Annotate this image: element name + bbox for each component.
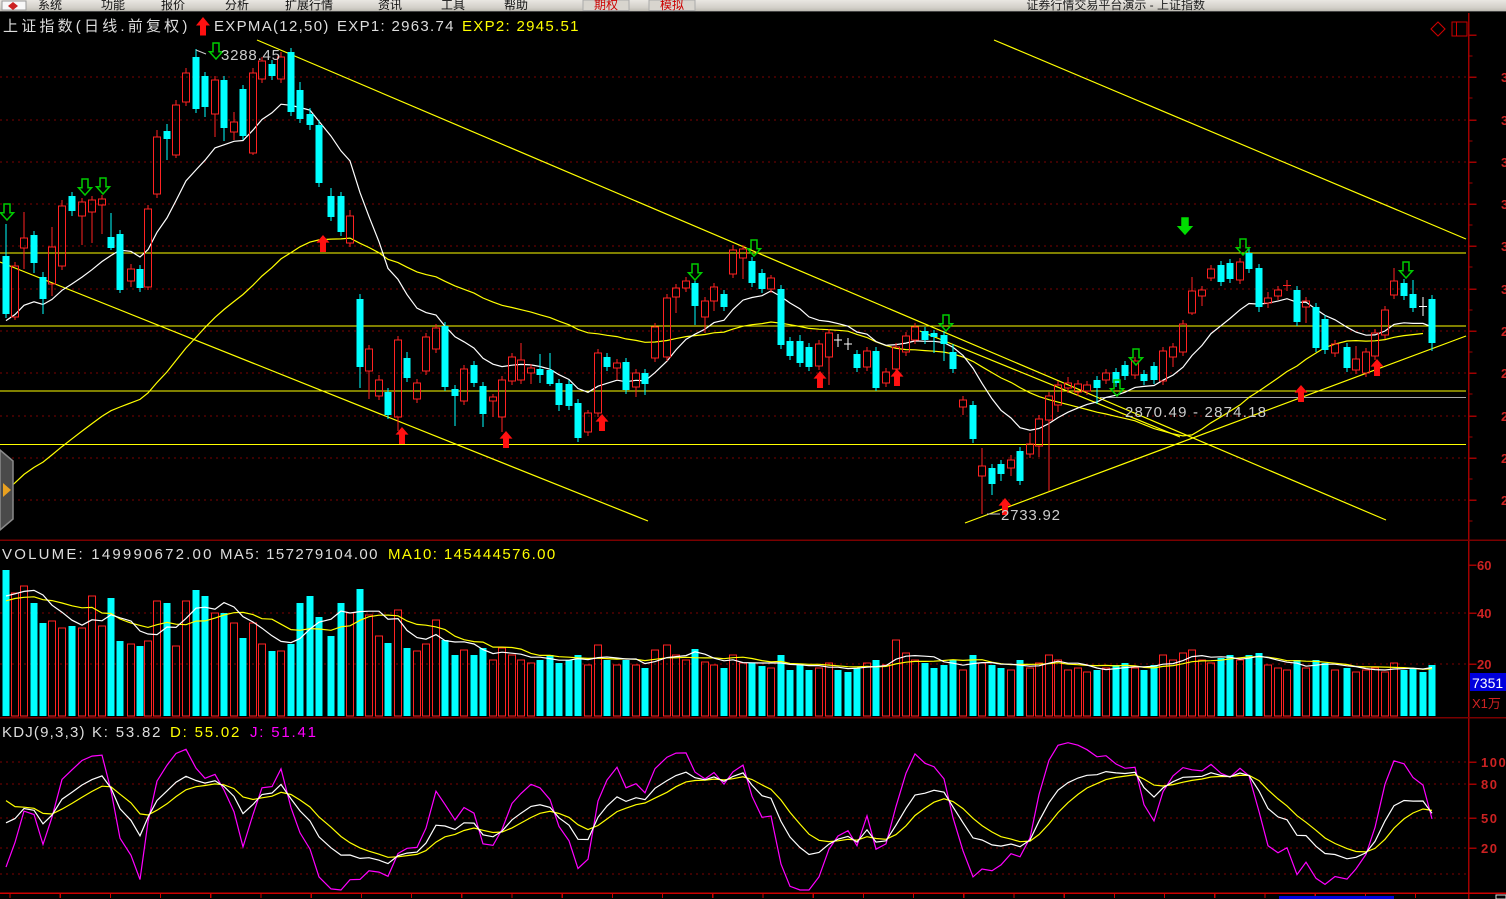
svg-text:系统: 系统: [38, 0, 62, 12]
svg-text:报价: 报价: [161, 0, 185, 12]
svg-text:2: 2: [1501, 366, 1506, 381]
svg-text:100: 100: [1481, 755, 1506, 770]
svg-text:KDJ(9,3,3): KDJ(9,3,3): [2, 724, 86, 741]
svg-text:EXPMA(12,50): EXPMA(12,50): [214, 18, 330, 35]
svg-text:K: 53.82: K: 53.82: [92, 724, 162, 741]
svg-text:模拟: 模拟: [660, 0, 684, 12]
svg-text:帮助: 帮助: [504, 0, 528, 12]
svg-text:MA5: 157279104.00: MA5: 157279104.00: [220, 546, 379, 563]
svg-text:3: 3: [1501, 197, 1506, 212]
svg-text:2870.49 - 2874.18: 2870.49 - 2874.18: [1125, 404, 1267, 421]
svg-text:VOLUME: 149990672.00: VOLUME: 149990672.00: [2, 546, 214, 563]
svg-text:EXP1: 2963.74: EXP1: 2963.74: [337, 18, 455, 35]
svg-text:2733.92: 2733.92: [1001, 507, 1061, 524]
svg-text:20: 20: [1481, 841, 1498, 856]
svg-text:2: 2: [1501, 409, 1506, 424]
svg-text:2: 2: [1501, 493, 1506, 508]
svg-text:证券行情交易平台演示 - 上证指数: 证券行情交易平台演示 - 上证指数: [1026, 0, 1205, 12]
svg-text:扩展行情: 扩展行情: [285, 0, 333, 12]
svg-text:3: 3: [1501, 155, 1506, 170]
svg-text:3: 3: [1501, 239, 1506, 254]
svg-text:分析: 分析: [225, 0, 249, 12]
svg-text:50: 50: [1481, 811, 1498, 826]
svg-text:资讯: 资讯: [378, 0, 402, 12]
svg-text:20: 20: [1477, 657, 1491, 672]
svg-text:2: 2: [1501, 324, 1506, 339]
svg-text:2: 2: [1501, 451, 1506, 466]
svg-text:3: 3: [1501, 282, 1506, 297]
svg-text:MA10: 145444576.00: MA10: 145444576.00: [388, 546, 557, 563]
svg-text:40: 40: [1477, 606, 1491, 621]
svg-text:80: 80: [1481, 777, 1498, 792]
svg-text:3: 3: [1501, 113, 1506, 128]
svg-text:上证指数(日线.前复权): 上证指数(日线.前复权): [3, 17, 191, 35]
svg-text:EXP2: 2945.51: EXP2: 2945.51: [462, 18, 580, 35]
svg-text:7351: 7351: [1472, 675, 1503, 691]
svg-text:60: 60: [1477, 558, 1491, 573]
svg-text:D: 55.02: D: 55.02: [170, 724, 241, 741]
svg-text:X1万: X1万: [1472, 696, 1501, 711]
svg-text:J: 51.41: J: 51.41: [250, 724, 318, 741]
svg-text:功能: 功能: [101, 0, 125, 12]
svg-text:期权: 期权: [594, 0, 618, 12]
svg-text:3288.45: 3288.45: [221, 47, 281, 64]
svg-text:工具: 工具: [441, 0, 465, 12]
svg-text:3: 3: [1501, 70, 1506, 85]
